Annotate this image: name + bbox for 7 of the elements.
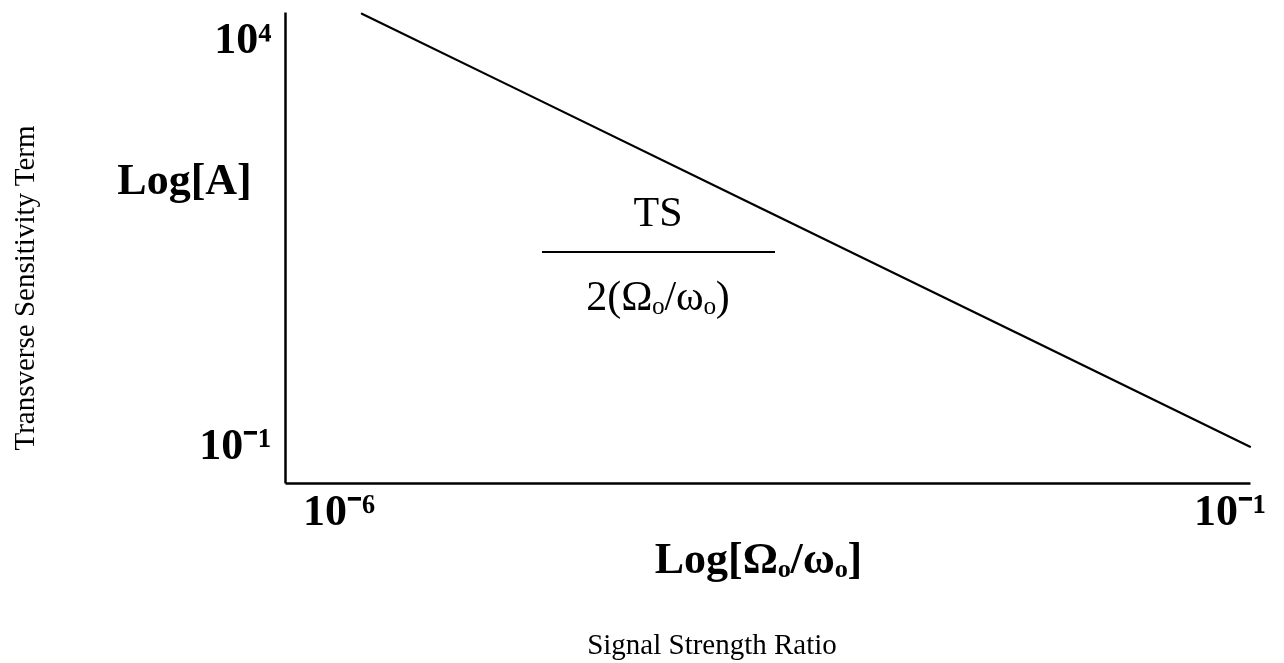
annotation: TS 2(Ωₒ/ωₒ) [586, 189, 730, 320]
x-tick-label: 10⁻⁶ [303, 485, 376, 535]
text: Transverse Sensitivity Term [8, 125, 40, 451]
text: Signal Strength Ratio [587, 628, 837, 660]
y-axis-title: Log[A] [117, 154, 252, 204]
x-axis-title: Log[Ωₒ/ωₒ] [654, 533, 863, 583]
y-tick-label: 10⁴ [214, 14, 272, 64]
